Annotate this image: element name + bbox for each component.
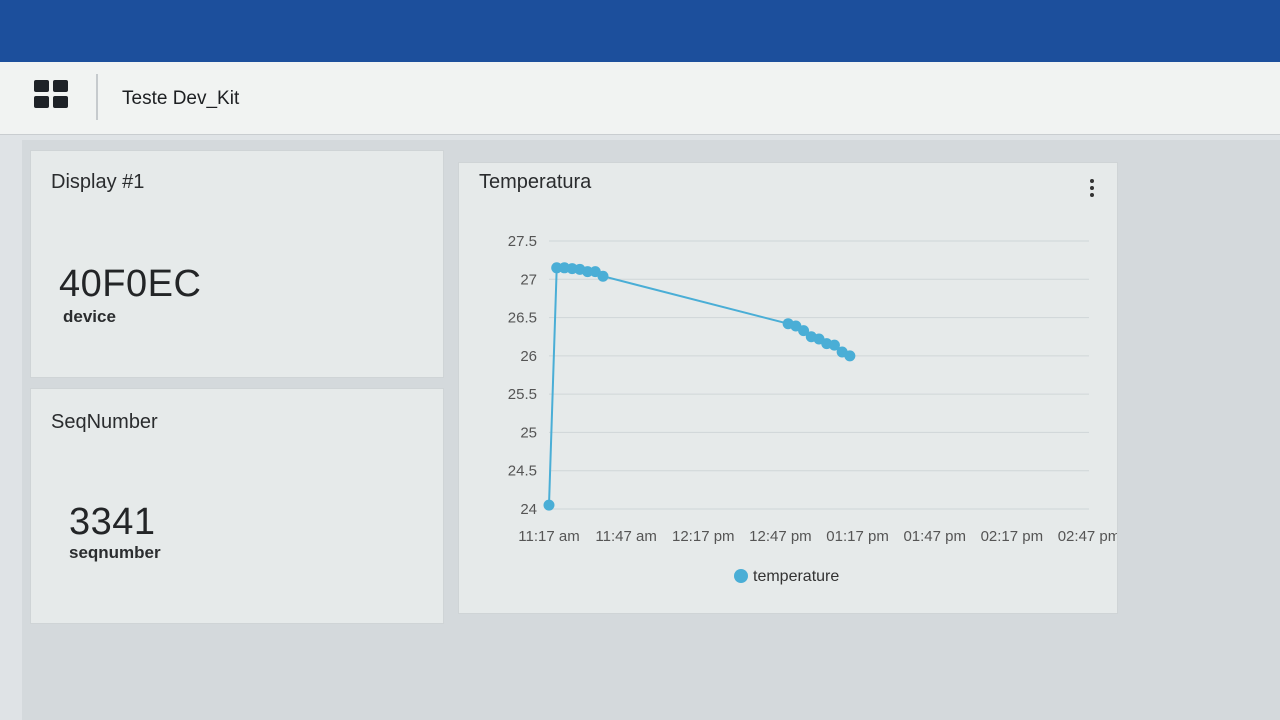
tile-display-1: Display #1 40F0EC device <box>30 150 444 378</box>
y-tick-label: 26 <box>520 348 537 365</box>
legend-marker <box>734 569 748 583</box>
tile-value: 3341 <box>69 501 156 543</box>
x-tick-label: 02:17 pm <box>981 528 1044 545</box>
data-point <box>597 270 609 282</box>
data-point <box>543 499 555 511</box>
tile-value-label: device <box>63 307 116 326</box>
chart-panel-temperatura: Temperatura 27.5 27 26.5 26 25.5 25 24.5 24 11:1… <box>458 162 1118 614</box>
data-point <box>828 339 840 351</box>
x-tick-label: 11:17 am <box>518 528 579 545</box>
x-tick-label: 02:47 pm <box>1058 528 1117 545</box>
series-line-temperature <box>548 266 851 506</box>
data-point <box>844 350 856 362</box>
y-tick-label: 25.5 <box>508 386 537 403</box>
legend-label: temperature <box>753 568 839 585</box>
x-tick-label: 01:47 pm <box>903 528 966 545</box>
temperature-chart: 27.5 27 26.5 26 25.5 25 24.5 24 11:17 am 11:47 am… <box>508 233 1117 585</box>
data-point <box>798 325 810 337</box>
header-divider <box>96 74 98 120</box>
tile-title: SeqNumber <box>51 411 158 433</box>
y-tick-label: 27 <box>520 271 537 288</box>
dashboard-canvas: Display #1 40F0EC device SeqNumber 3341 … <box>22 140 1280 720</box>
tile-value-label: seqnumber <box>69 543 161 562</box>
y-tick-label: 25 <box>520 424 537 441</box>
dashboard-title: Teste Dev_Kit <box>122 88 240 109</box>
tile-value: 40F0EC <box>59 263 202 305</box>
y-tick-label: 24 <box>520 501 537 518</box>
y-tick-label: 24.5 <box>508 463 537 480</box>
more-options-icon[interactable] <box>1089 179 1095 197</box>
chart-title: Temperatura <box>479 171 592 193</box>
x-tick-label: 01:17 pm <box>826 528 889 545</box>
x-tick-label: 11:47 am <box>595 528 656 545</box>
dashboard-grid-icon[interactable] <box>34 80 68 108</box>
dashboard-header: Teste Dev_Kit <box>0 62 1280 135</box>
data-point <box>551 262 563 274</box>
x-tick-label: 12:17 pm <box>672 528 735 545</box>
x-tick-label: 12:47 pm <box>749 528 812 545</box>
tile-title: Display #1 <box>51 171 145 193</box>
tile-seqnumber: SeqNumber 3341 seqnumber <box>30 388 444 624</box>
top-app-bar <box>0 0 1280 62</box>
data-point <box>582 266 594 278</box>
y-tick-label: 26.5 <box>508 310 537 327</box>
y-tick-label: 27.5 <box>508 233 537 250</box>
